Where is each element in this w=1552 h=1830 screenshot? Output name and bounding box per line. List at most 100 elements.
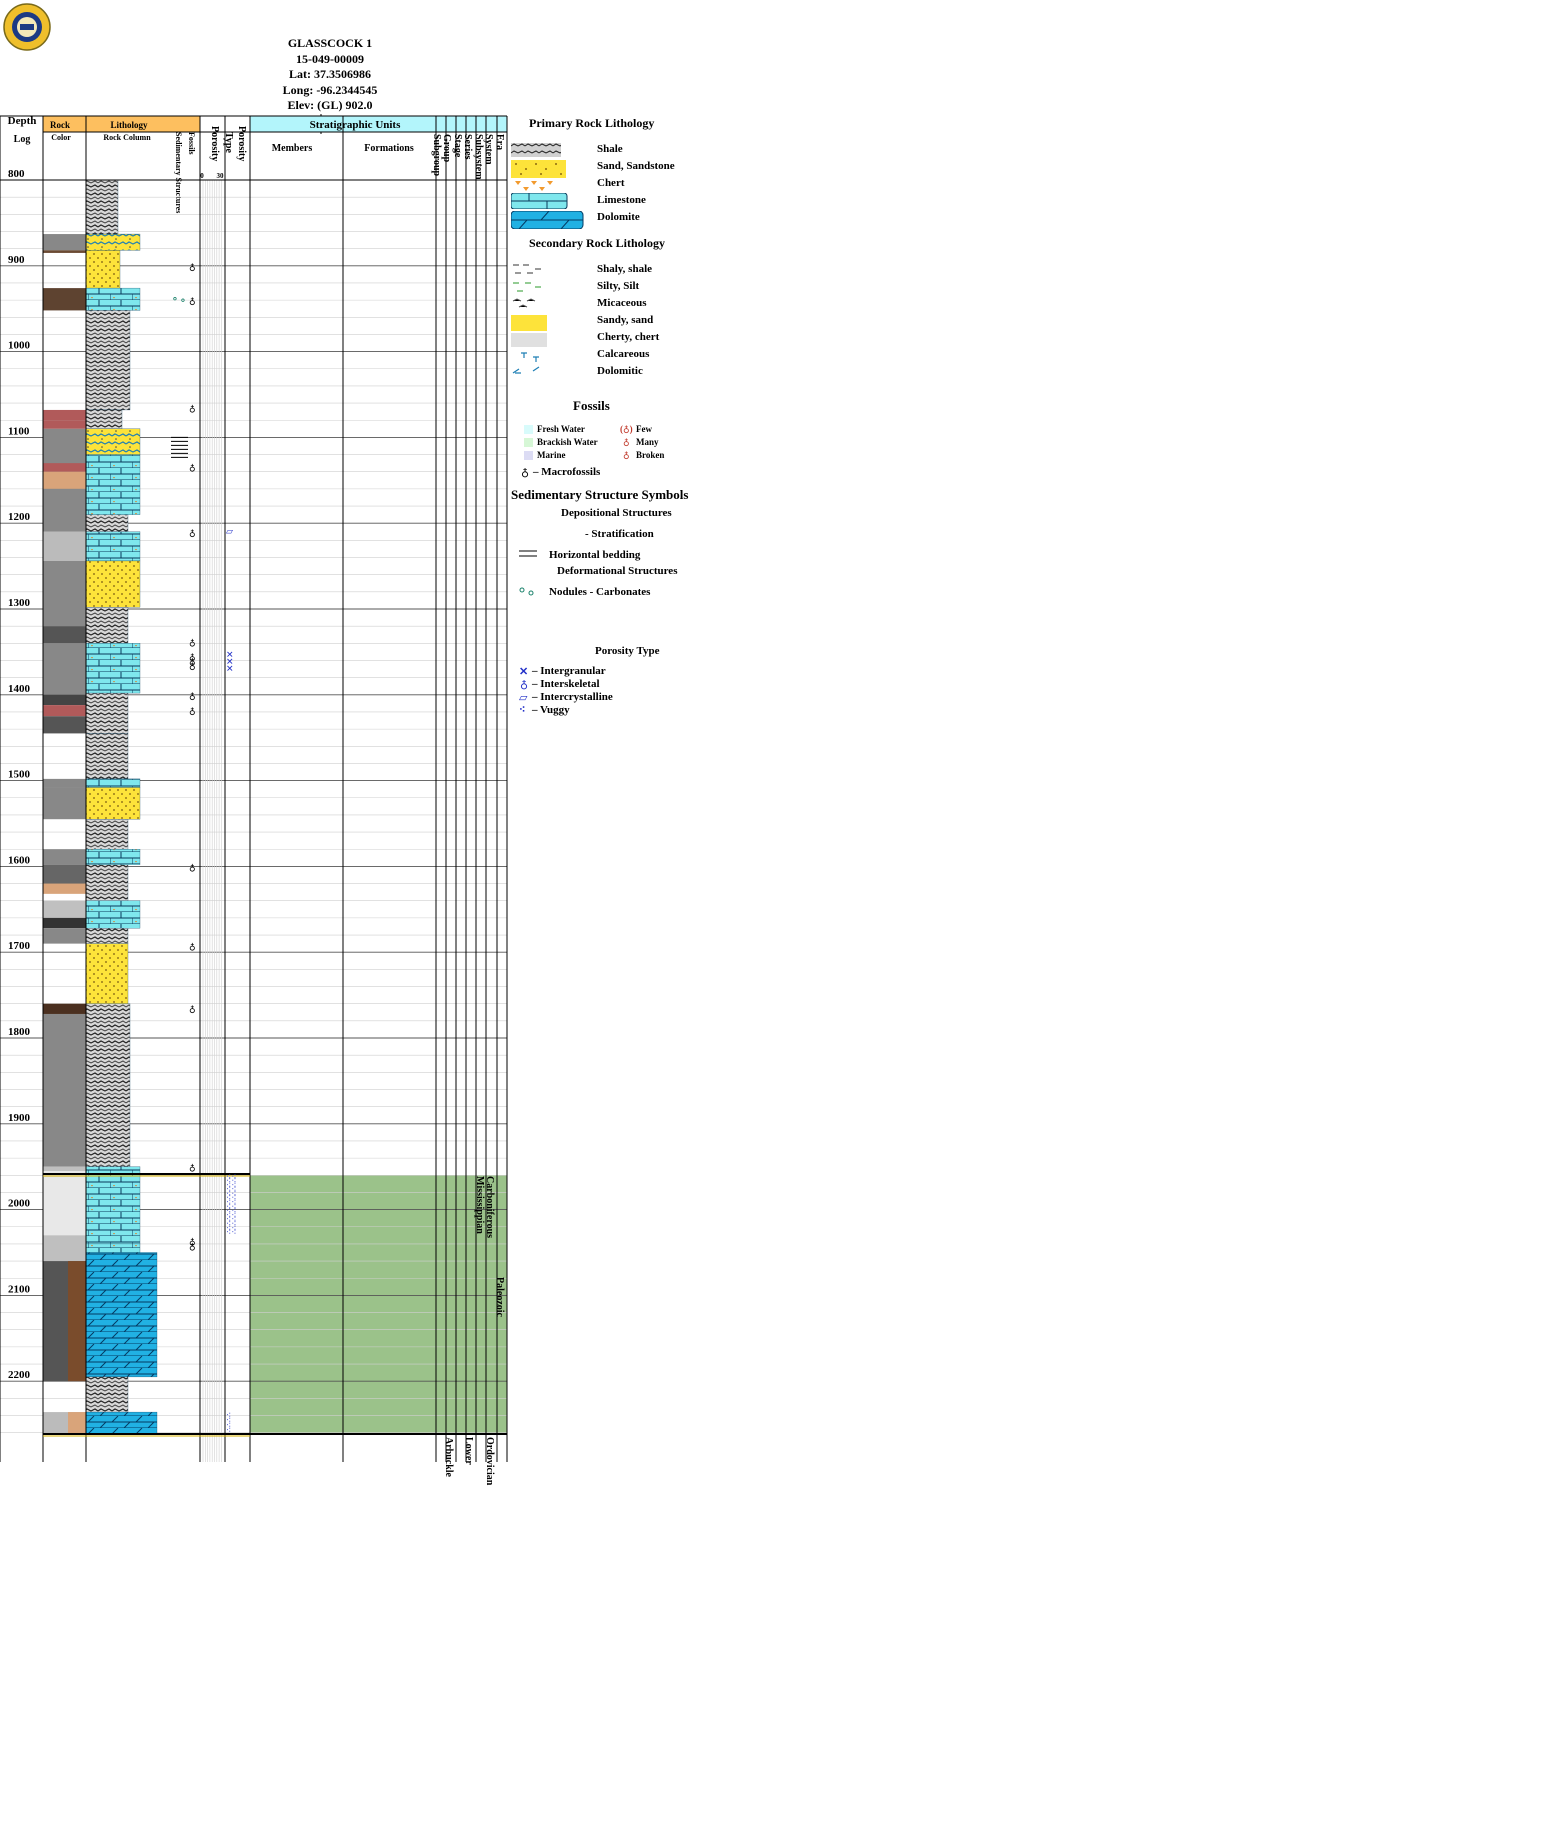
macrofossil-icon: ♁ — [189, 262, 196, 272]
vuggy-icon: ⁖ — [226, 1420, 231, 1430]
rock-column-band — [85, 409, 123, 429]
rock-column-band — [85, 428, 141, 455]
depth-label: 1900 — [8, 1112, 31, 1124]
many-icon: ♁ — [623, 437, 630, 447]
series-header: Series — [462, 134, 473, 160]
legend-marine: Marine — [537, 450, 566, 460]
macrofossil-icon: ♁ — [189, 706, 196, 716]
legend-few: Few — [636, 424, 652, 434]
system-header: System — [483, 134, 494, 165]
macrofossil-icon: ♁ — [189, 463, 196, 473]
rock-column-band — [85, 900, 141, 929]
rock-column-band — [85, 287, 141, 311]
rock-color-band — [43, 705, 86, 717]
legend-calcareous: Calcareous — [597, 348, 650, 360]
nodules-icon: ∘ — [172, 291, 178, 305]
rock-color-band — [43, 531, 86, 561]
rock-color-band — [43, 1013, 86, 1167]
rock-column-band — [85, 849, 141, 865]
ordovician-label: Ordovician — [484, 1437, 495, 1486]
color-header: Color — [51, 133, 71, 142]
legend-intergranular: – Intergranular — [532, 665, 606, 677]
well-log-diagram: Depth Log Rock Color Lithology Rock Column Sed… — [0, 115, 508, 1486]
legend-brackish-water: Brackish Water — [537, 437, 598, 447]
macrofossil-icon: ♁ — [189, 528, 196, 538]
well-header: GLASSCOCK 1 15-049-00009 Lat: 37.3506986… — [270, 36, 390, 114]
rock-column-band — [85, 864, 129, 901]
vuggy-icon: ⁖⁖ — [226, 1210, 237, 1220]
carboniferous-zone — [250, 1175, 507, 1435]
legend-silty: Silty, Silt — [597, 280, 640, 292]
sandstone-swatch — [511, 160, 566, 178]
fossils-header: Fossils — [187, 132, 196, 155]
rock-color-band — [43, 1170, 86, 1236]
lithology-header-band — [43, 116, 200, 132]
macrofossil-icon: ♁ — [189, 862, 196, 872]
carboniferous-label: Carboniferous — [484, 1176, 495, 1238]
rock-color-band — [43, 883, 86, 894]
macrofossil-icon: ♁ — [189, 656, 196, 666]
porosity-scale-min: 0 — [200, 172, 204, 180]
rock-color-band — [43, 643, 86, 695]
well-elev: Elev: (GL) 902.0 — [287, 98, 373, 112]
legend-sandstone: Sand, Sandstone — [597, 160, 675, 172]
intercrystalline-icon: ▱ — [226, 526, 233, 536]
vuggy-icon: ⁖⁖ — [226, 1193, 237, 1203]
formations-header: Formations — [364, 143, 414, 154]
secondary-swatches — [511, 264, 547, 374]
vuggy-icon: ⁖ — [519, 704, 526, 716]
depth-label: 1300 — [8, 597, 31, 609]
rock-color-band — [43, 778, 86, 788]
strat-header-band — [250, 116, 507, 132]
macrofossil-icon: ♁ — [189, 638, 196, 648]
macrofossil-icon: ♁ — [189, 403, 196, 413]
lithology-header: Lithology — [110, 120, 148, 130]
rock-color-band — [43, 1003, 86, 1014]
deformational-title: Deformational Structures — [557, 565, 678, 577]
rock-column-band — [85, 1252, 158, 1378]
macrofossil-icon: ♁ — [189, 941, 196, 951]
fresh-water-swatch — [524, 425, 533, 434]
legend-fresh-water: Fresh Water — [537, 424, 585, 434]
rock-column-band — [85, 692, 129, 734]
era-header: Era — [494, 134, 505, 150]
interskeletal-icon: ♁ — [520, 679, 529, 691]
well-long: Long: -96.2344545 — [282, 82, 378, 97]
depth-label: 2100 — [8, 1283, 31, 1295]
rock-column-band — [85, 607, 129, 644]
macrofossil-icon: ♁ — [189, 661, 196, 671]
rock-color-band — [68, 1261, 86, 1382]
intergranular-icon: ✕ — [226, 656, 234, 666]
few-icon: (♁) — [620, 424, 633, 434]
depth-label: 1600 — [8, 854, 31, 866]
legend-shaly: Shaly, shale — [597, 263, 653, 275]
vuggy-icon: ⁖⁖ — [226, 1214, 237, 1224]
vuggy-icon: ⁖⁖ — [226, 1176, 237, 1186]
fossils-title: Fossils — [573, 398, 610, 413]
macrofossil-icon: ♁ — [189, 1004, 196, 1014]
paleozoic-label: Paleozoic — [494, 1277, 505, 1318]
kgs-logo-icon — [3, 3, 51, 51]
rock-color-band — [43, 694, 86, 706]
rock-color-band — [43, 420, 86, 429]
dolomite-swatch — [511, 211, 584, 229]
macrofossil-icon: ♁ — [189, 296, 196, 306]
legend-sandy: Sandy, sand — [597, 314, 654, 326]
macrofossil-icon: ♁ — [189, 1236, 196, 1246]
rock-column-band — [85, 531, 141, 562]
rock-column-band — [85, 560, 141, 608]
legend-chert: Chert — [597, 177, 625, 189]
legend-cherty: Cherty, chert — [597, 331, 660, 343]
marine-swatch — [524, 451, 533, 460]
rock-color-band — [43, 928, 86, 944]
depth-label: 1000 — [8, 340, 31, 352]
rock-column-band — [85, 250, 121, 289]
nodules-icon — [519, 587, 534, 596]
rock-column-band — [85, 310, 131, 411]
rock-column-band — [85, 454, 141, 515]
vuggy-icon: ⁖⁖ — [226, 1223, 237, 1233]
legend-shale: Shale — [597, 143, 623, 155]
legend-vuggy: – Vuggy — [532, 704, 570, 716]
rock-column-band — [85, 1411, 158, 1435]
arbuckle-label: Arbuckle — [443, 1437, 454, 1478]
